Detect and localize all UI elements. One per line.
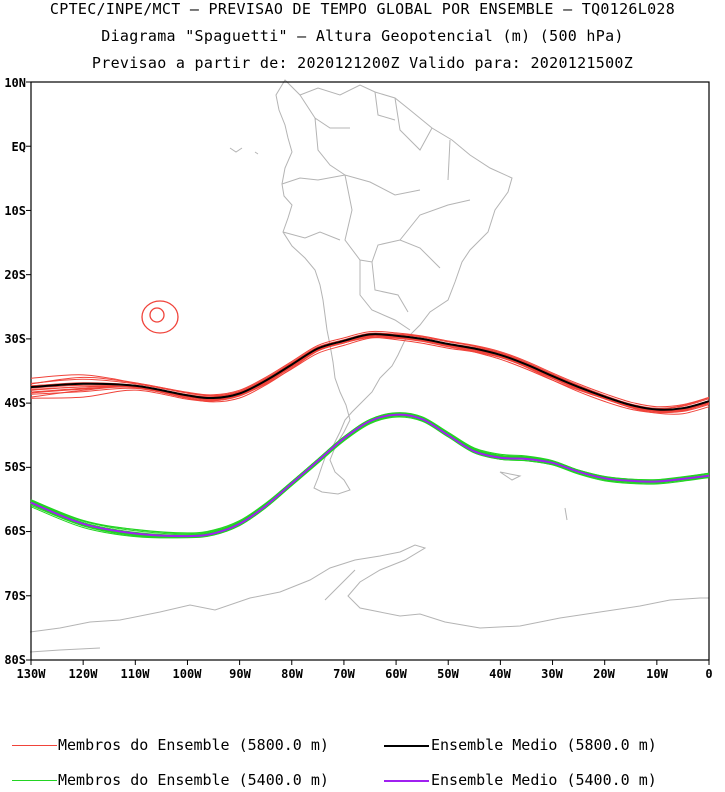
lon-label-60w: 60W — [385, 667, 407, 681]
ensemble-mean-layer — [30, 333, 710, 538]
legend-swatch-mean-5400 — [384, 780, 429, 782]
member-5400-line — [30, 414, 710, 537]
legend-label-members-5800: Membros do Ensemble (5800.0 m) — [58, 736, 329, 754]
country-borders — [281, 91, 471, 331]
lon-label-10w: 10W — [646, 667, 668, 681]
isolated-5800-contours — [141, 300, 179, 334]
axis-ticks — [26, 81, 710, 665]
map-frame — [30, 81, 710, 661]
legend-label-mean-5400: Ensemble Medio (5400.0 m) — [431, 771, 657, 789]
chart-title-line1: CPTEC/INPE/MCT – PREVISAO DE TEMPO GLOBA… — [49, 0, 676, 18]
mean-5400-line — [30, 413, 710, 538]
member-5400-line — [30, 413, 710, 536]
lat-label-eq: EQ — [11, 140, 26, 154]
member-5800-line — [30, 335, 710, 413]
member-5400-line — [30, 412, 710, 534]
south-america-coastline — [275, 79, 513, 495]
member-5400-line — [30, 414, 710, 537]
lon-label-120w: 120W — [68, 667, 98, 681]
member-5400-line — [30, 412, 710, 534]
mean-5800-line — [30, 333, 710, 411]
member-5400-line — [30, 415, 710, 538]
lon-label-130w: 130W — [16, 667, 46, 681]
lat-label-40s: 40S — [4, 396, 26, 410]
lat-label-20s: 20S — [4, 268, 26, 282]
lon-label-20w: 20W — [593, 667, 615, 681]
antarctica-coastline — [29, 544, 709, 653]
member-5800-line — [30, 337, 710, 414]
members-5400-layer — [30, 412, 710, 539]
chart-title-line2: Diagrama "Spaguetti" – Altura Geopotenci… — [101, 27, 624, 45]
lon-label-50w: 50W — [437, 667, 459, 681]
lat-label-70s: 70S — [4, 589, 26, 603]
lon-label-90w: 90W — [229, 667, 251, 681]
member-5400-line — [30, 414, 710, 538]
legend-swatch-members-5400 — [12, 780, 57, 781]
member-5800-line — [30, 335, 710, 413]
lon-label-0: 0 — [705, 667, 713, 681]
lon-label-100w: 100W — [172, 667, 202, 681]
legend-label-mean-5800: Ensemble Medio (5800.0 m) — [431, 736, 657, 754]
legend-label-members-5400: Membros do Ensemble (5400.0 m) — [58, 771, 329, 789]
chart-title-line3: Previsao a partir de: 2020121200Z Valido… — [91, 54, 634, 72]
coastline-layer — [29, 79, 709, 653]
lon-label-40w: 40W — [489, 667, 511, 681]
member-5400-line — [30, 412, 710, 535]
member-5400-line — [30, 413, 710, 537]
members-5800-layer — [30, 330, 710, 415]
lon-label-30w: 30W — [541, 667, 563, 681]
lat-label-30s: 30S — [4, 332, 26, 346]
island-marks — [229, 147, 568, 521]
member-5800-line — [30, 330, 710, 408]
lat-label-60s: 60S — [4, 524, 26, 538]
lat-label-80s: 80S — [4, 653, 26, 667]
member-5400-line — [30, 415, 710, 537]
lat-label-50s: 50S — [4, 460, 26, 474]
member-5400-line — [30, 413, 710, 537]
legend-swatch-mean-5800 — [384, 745, 429, 747]
legend-swatch-members-5800 — [12, 745, 57, 746]
map-border — [30, 81, 710, 661]
member-5400-line — [30, 414, 710, 536]
lat-label-10n: 10N — [4, 76, 26, 90]
member-5800-line — [30, 334, 710, 412]
lon-label-80w: 80W — [281, 667, 303, 681]
lat-label-10s: 10S — [4, 204, 26, 218]
lon-label-70w: 70W — [333, 667, 355, 681]
lon-label-110w: 110W — [120, 667, 150, 681]
member-5800-line — [30, 332, 710, 409]
